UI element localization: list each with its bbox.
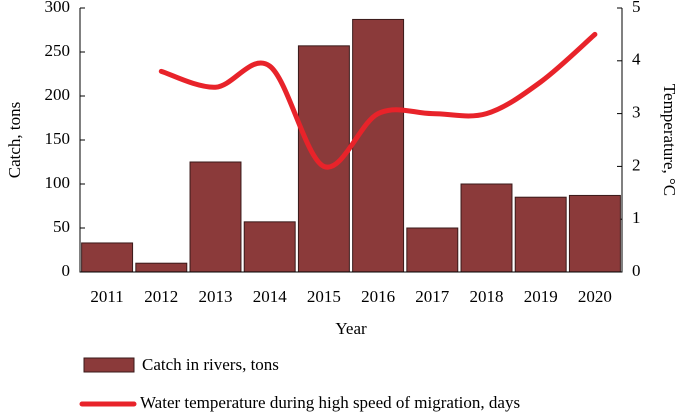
y2-axis-title: Temperature, °C [660, 84, 679, 196]
x-tick-label: 2014 [253, 287, 288, 306]
y-tick-label: 0 [62, 261, 71, 280]
bar [135, 262, 188, 273]
x-tick-label: 2011 [90, 287, 123, 306]
temperature-line [158, 31, 598, 170]
bar [460, 183, 513, 273]
x-tick-label: 2020 [578, 287, 612, 306]
y-tick-label: 200 [45, 85, 71, 104]
bar [352, 18, 405, 273]
y-tick-label: 50 [53, 217, 70, 236]
y2-tick-label: 0 [632, 261, 641, 280]
bar [568, 194, 621, 273]
x-tick-label: 2019 [524, 287, 558, 306]
y-tick-label: 250 [45, 41, 71, 60]
legend-label: Catch in rivers, tons [142, 355, 279, 374]
x-tick-label: 2016 [361, 287, 395, 306]
y2-tick-label: 2 [632, 155, 641, 174]
y-tick-label: 150 [45, 129, 71, 148]
y2-tick-label: 3 [632, 103, 641, 122]
bar [514, 196, 567, 273]
x-tick-label: 2017 [415, 287, 450, 306]
bar [189, 161, 242, 273]
y2-tick-label: 5 [632, 0, 641, 16]
y-tick-label: 300 [45, 0, 71, 16]
x-tick-label: 2018 [470, 287, 504, 306]
y2-tick-label: 4 [632, 50, 641, 69]
x-axis-title: Year [335, 319, 367, 338]
bar [406, 227, 459, 273]
bar [81, 242, 134, 273]
x-tick-label: 2013 [199, 287, 233, 306]
legend-label: Water temperature during high speed of m… [140, 393, 520, 412]
y2-tick-label: 1 [632, 208, 641, 227]
y-axis-title: Catch, tons [5, 102, 24, 179]
x-tick-label: 2012 [144, 287, 178, 306]
bar [243, 221, 296, 273]
x-tick-label: 2015 [307, 287, 341, 306]
y-tick-label: 100 [45, 173, 71, 192]
axes-frame [79, 8, 623, 273]
legend-swatch [83, 357, 135, 373]
